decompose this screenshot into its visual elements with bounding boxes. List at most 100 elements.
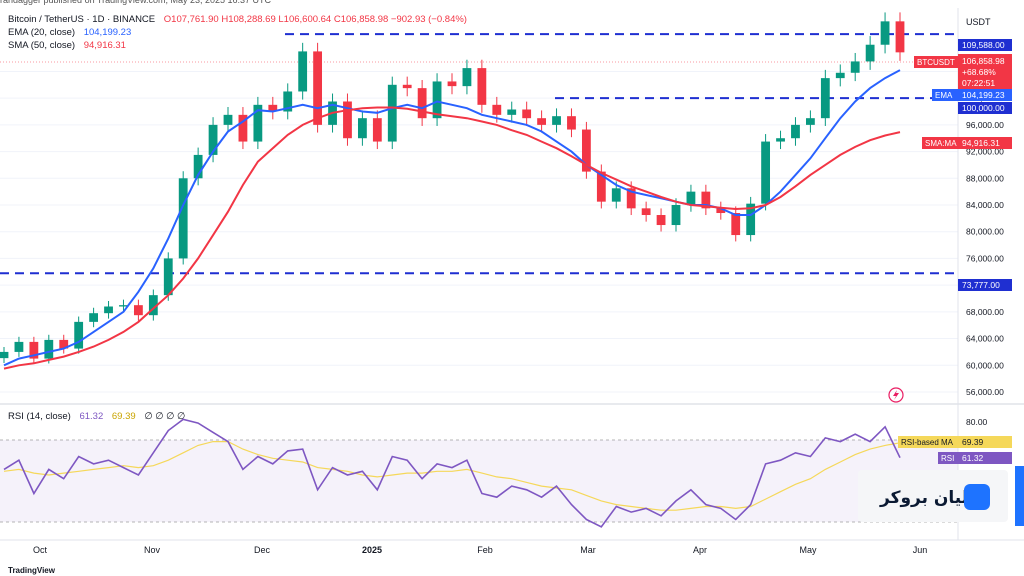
lightning-icon[interactable]: [888, 387, 904, 403]
candle-body: [537, 118, 547, 125]
candle-body: [268, 104, 278, 112]
candle-body: [522, 109, 532, 119]
price-series[interactable]: [0, 12, 905, 364]
ema-line: [3, 69, 901, 367]
ohlc-values: O107,761.90 H108,288.69 L106,600.64 C106…: [163, 14, 467, 25]
rsi-legend-value: 61.32: [79, 411, 104, 422]
level-mid-tag: 100,000.00: [958, 102, 1012, 114]
rsi-ma-line: [3, 441, 901, 511]
candle-body: [208, 124, 218, 155]
candle-body: [178, 178, 188, 259]
rsi-lines[interactable]: [3, 418, 901, 528]
symbol-title[interactable]: Bitcoin / TetherUS · 1D · BINANCE: [8, 14, 156, 25]
legend-sma-row: SMA (50, close) 94,916.31: [8, 40, 126, 51]
price-tick-label: 96,000.00: [966, 120, 1004, 130]
legend-rsi-row: RSI (14, close) 61.32 69.39 ∅ ∅ ∅ ∅: [8, 411, 185, 422]
rsi-tick-80: 80.00: [966, 417, 988, 427]
level-low-tag: 73,777.00: [958, 279, 1012, 291]
sma-tag: SMA:MA 94,916.31: [922, 137, 1012, 149]
candle-body: [163, 258, 173, 296]
candle-body: [611, 188, 621, 202]
candle-body: [746, 203, 756, 236]
level-high-tag: 109,588.00: [958, 39, 1012, 51]
candle-body: [716, 208, 726, 214]
legend-symbol-row: Bitcoin / TetherUS · 1D · BINANCE O107,7…: [8, 14, 467, 25]
candle-body: [596, 171, 606, 202]
candle-body: [731, 213, 741, 236]
candle-body: [805, 118, 815, 125]
side-accent-bar: [1015, 466, 1024, 526]
candle-body: [119, 305, 128, 307]
legend-ema-row: EMA (20, close) 104,199.23: [8, 27, 131, 38]
candle-body: [74, 321, 84, 349]
sma-line: [3, 106, 901, 370]
sma-tag-value: 94,916.31: [962, 138, 1000, 148]
time-tick-label: Apr: [693, 545, 707, 555]
level-low-value: 73,777.00: [962, 280, 1000, 290]
time-tick-label: Jun: [913, 545, 928, 555]
candle-body: [313, 51, 323, 125]
time-tick-label: 2025: [362, 545, 382, 555]
ema-tag: EMA 104,199.23: [932, 89, 1012, 101]
candle-body: [507, 109, 517, 115]
price-tick-label: 88,000.00: [966, 173, 1004, 183]
candle-body: [357, 118, 367, 139]
candle-body: [686, 191, 696, 205]
time-axis[interactable]: Oct Nov Dec 2025 Feb Mar Apr May Jun: [33, 545, 927, 555]
candle-body: [552, 116, 561, 125]
candle-body: [835, 72, 845, 79]
time-tick-label: Oct: [33, 545, 48, 555]
time-tick-label: Dec: [254, 545, 271, 555]
candle-body: [253, 104, 263, 142]
price-tick-label: 68,000.00: [966, 307, 1004, 317]
support-resistance-levels[interactable]: [0, 33, 958, 275]
rsi-ma-legend-value: 69.39: [111, 411, 136, 422]
rsi-legend-extra: ∅ ∅ ∅ ∅: [144, 411, 186, 422]
candle-body: [387, 84, 397, 142]
broker-name: لیان بروکر: [880, 488, 969, 508]
candle-body: [581, 129, 591, 172]
sma-legend-label[interactable]: SMA (50, close): [8, 40, 76, 51]
time-tick-label: May: [799, 545, 817, 555]
price-tag-value: 106,858.98: [962, 56, 1005, 66]
candle-body: [641, 208, 651, 216]
candle-body: [820, 78, 830, 119]
candle-body: [626, 188, 636, 209]
candle-body: [89, 313, 99, 322]
candle-body: [656, 215, 666, 226]
price-tick-label: 84,000.00: [966, 200, 1004, 210]
candle-body: [880, 21, 890, 45]
ema-legend-label[interactable]: EMA (20, close): [8, 27, 76, 38]
candle-body: [0, 351, 9, 359]
time-tick-label: Mar: [580, 545, 596, 555]
currency-label[interactable]: USDT: [966, 17, 991, 27]
rsi-legend-label[interactable]: RSI (14, close): [8, 411, 71, 422]
candle-body: [432, 81, 442, 119]
candle-body: [223, 114, 233, 125]
price-tag-change: +68.68%: [962, 67, 996, 77]
rsi-ma-tag: RSI-based MA 69.39: [898, 436, 1012, 448]
candle-body: [148, 295, 158, 316]
candle-body: [462, 68, 472, 87]
ema-tag-name: EMA: [935, 91, 953, 100]
sma-tag-name: SMA:MA: [925, 139, 957, 148]
candle-body: [567, 116, 576, 130]
broker-logo-icon: [964, 484, 990, 510]
candle-body: [761, 141, 771, 204]
ema-legend-value: 104,199.23: [83, 27, 132, 38]
rsi-ma-tag-value: 69.39: [962, 437, 984, 447]
candle-body: [671, 205, 681, 226]
candle-body: [14, 341, 24, 352]
rsi-line: [3, 418, 901, 528]
candle-body: [477, 68, 487, 105]
candle-body: [492, 104, 502, 115]
candle-body: [791, 124, 800, 139]
level-high-value: 109,588.00: [962, 40, 1005, 50]
price-tick-label: 80,000.00: [966, 227, 1004, 237]
price-axis[interactable]: 56,000.0060,000.0064,000.0068,000.0072,0…: [966, 66, 1009, 397]
level-mid-value: 100,000.00: [962, 103, 1005, 113]
price-tick-label: 92,000.00: [966, 147, 1004, 157]
price-tick-label: 56,000.00: [966, 387, 1004, 397]
tradingview-footer: TradingView: [8, 566, 55, 575]
